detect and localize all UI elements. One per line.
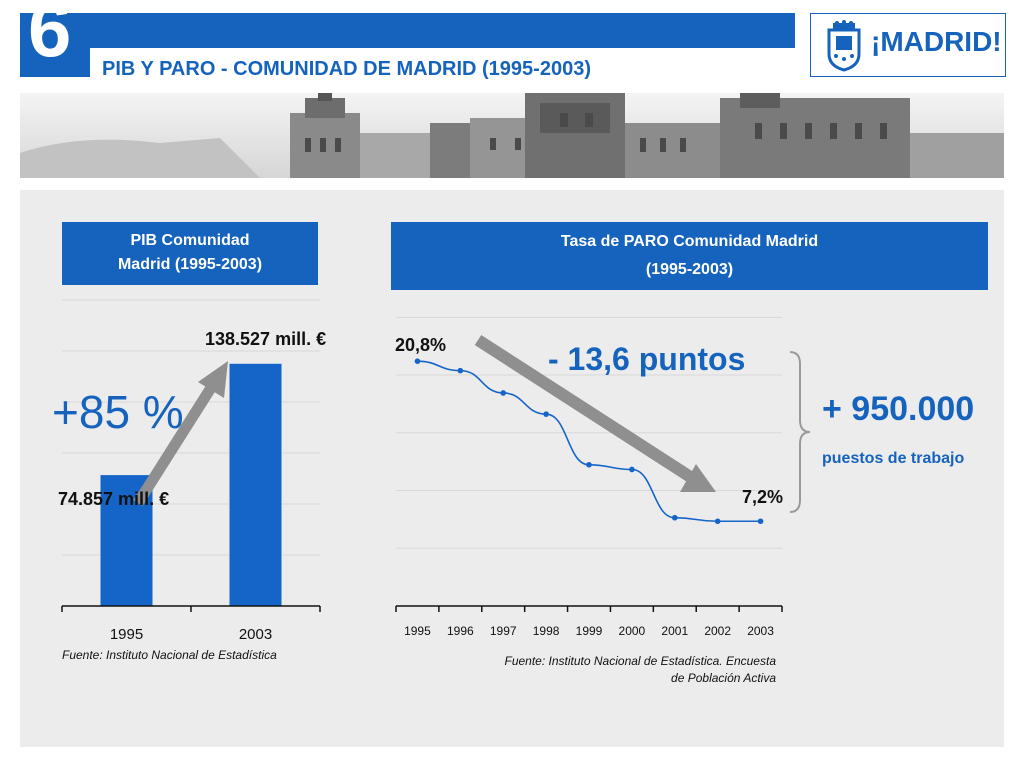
madrid-crest-icon (827, 20, 861, 72)
jobs-value: + 950.000 (822, 390, 975, 428)
pib-chart-header: PIB Comunidad Madrid (1995-2003) (62, 222, 318, 285)
paro-header-line1: Tasa de PARO Comunidad Madrid (560, 233, 819, 250)
slide-title: PIB Y PARO - COMUNIDAD DE MADRID (1995-2… (102, 58, 591, 80)
madrid-logo-text: ¡MADRID! (871, 26, 1002, 57)
paro-header-line2: (1995-2003) (645, 261, 734, 278)
paro-source-line2: de Población Activa (671, 670, 776, 685)
pib-header-line1: PIB Comunidad (130, 232, 250, 249)
madrid-logo: ¡MADRID! (810, 13, 1006, 77)
paro-start-label: 20,8% (395, 335, 447, 355)
paro-chart-header: Tasa de PARO Comunidad Madrid (1995-2003… (391, 222, 988, 290)
paro-source: Fuente: Instituto Nacional de Estadístic… (440, 653, 777, 687)
jobs-label: puestos de trabajo (822, 450, 965, 467)
header-title-background (90, 48, 795, 77)
pib-source: Fuente: Instituto Nacional de Estadístic… (62, 648, 277, 662)
paro-source-line1: Fuente: Instituto Nacional de Estadístic… (504, 654, 777, 668)
pib-growth-label: +85 % (52, 386, 184, 438)
pib-2003-value-label: 138.527 mill. € (205, 329, 327, 349)
paro-drop-label: - 13,6 puntos (548, 341, 746, 377)
paro-end-label: 7,2% (742, 487, 784, 507)
city-hall-photo-image (20, 93, 1004, 178)
pib-1995-value-label: 74.857 mill. € (58, 489, 170, 509)
slide-number: 6 (28, 0, 71, 73)
pib-header-line2: Madrid (1995-2003) (117, 256, 263, 273)
city-hall-photo (20, 93, 1004, 178)
